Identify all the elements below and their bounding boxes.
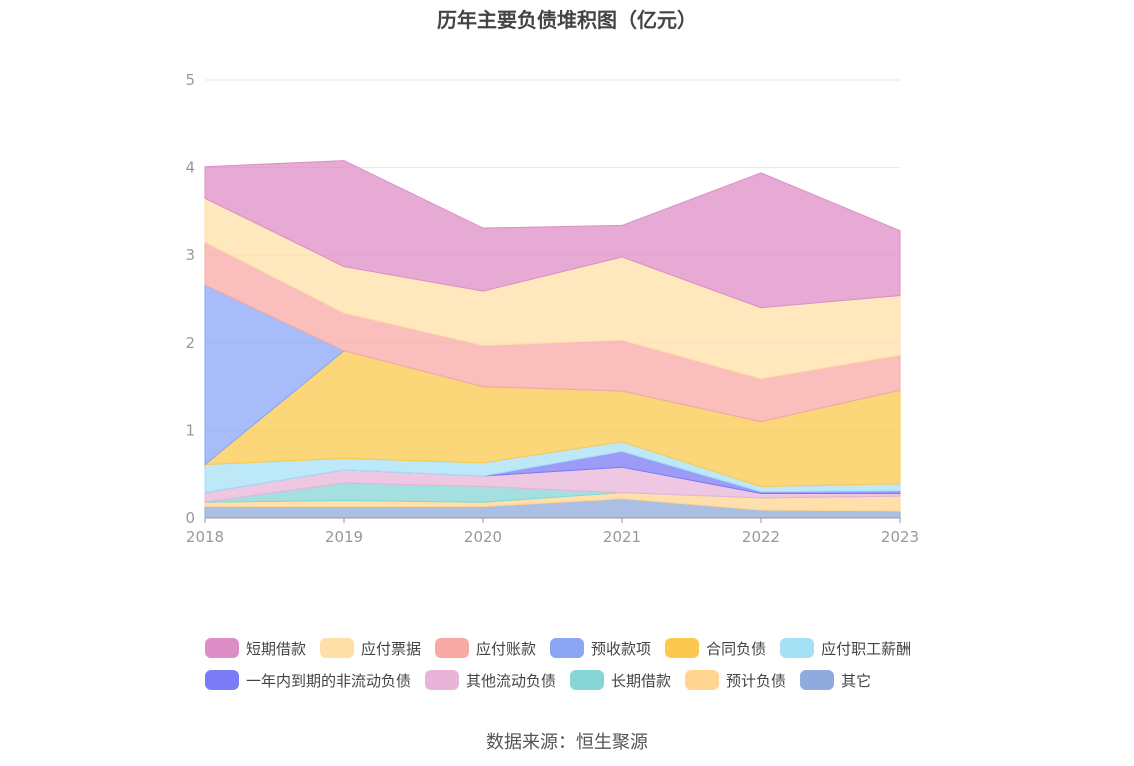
legend-swatch bbox=[800, 670, 835, 690]
x-tick-label: 2022 bbox=[742, 528, 780, 546]
legend-label: 长期借款 bbox=[611, 671, 672, 690]
legend-label: 合同负债 bbox=[706, 639, 767, 658]
legend-label: 应付票据 bbox=[361, 639, 422, 658]
y-tick-label: 5 bbox=[185, 71, 195, 89]
area-series-layer bbox=[203, 160, 901, 519]
source-note: 数据来源：恒生聚源 bbox=[486, 732, 648, 753]
legend-label: 预收款项 bbox=[591, 639, 652, 658]
legend-swatch bbox=[570, 670, 605, 690]
x-tick-label: 2023 bbox=[881, 528, 919, 546]
legend-item[interactable]: 预收款项 bbox=[550, 638, 651, 659]
area-series-短期借款 bbox=[204, 160, 901, 309]
legend-label: 其他流动负债 bbox=[466, 671, 557, 690]
legend-item[interactable]: 合同负债 bbox=[665, 638, 766, 659]
legend-item[interactable]: 短期借款 bbox=[205, 638, 306, 659]
legend-row: 短期借款 应付票据 应付账款 预收款项 合同负债 应付职工薪酬 bbox=[205, 632, 965, 664]
chart-title: 历年主要负债堆积图（亿元） bbox=[437, 8, 697, 32]
legend-swatch bbox=[320, 638, 355, 658]
legend-item[interactable]: 应付职工薪酬 bbox=[780, 638, 911, 659]
x-tick-label: 2021 bbox=[603, 528, 641, 546]
legend: 短期借款 应付票据 应付账款 预收款项 合同负债 应付职工薪酬 一年内到期的非流动负债 其他… bbox=[205, 632, 965, 696]
legend-label: 预计负债 bbox=[726, 671, 787, 690]
legend-item[interactable]: 应付票据 bbox=[320, 638, 421, 659]
legend-item[interactable]: 一年内到期的非流动负债 bbox=[205, 670, 411, 691]
legend-label: 短期借款 bbox=[246, 639, 307, 658]
legend-item[interactable]: 预计负债 bbox=[685, 670, 786, 691]
legend-swatch bbox=[205, 638, 239, 658]
y-tick-label: 0 bbox=[185, 509, 195, 527]
legend-swatch bbox=[205, 670, 239, 690]
legend-label: 应付账款 bbox=[476, 639, 537, 658]
x-tick-label: 2020 bbox=[464, 528, 502, 546]
legend-row: 一年内到期的非流动负债 其他流动负债 长期借款 预计负债 其它 bbox=[205, 664, 965, 696]
x-tick-label: 2018 bbox=[186, 528, 224, 546]
y-tick-label: 1 bbox=[185, 421, 195, 439]
legend-swatch bbox=[685, 670, 720, 690]
legend-swatch bbox=[435, 638, 470, 658]
y-tick-label: 4 bbox=[185, 159, 195, 177]
y-tick-label: 3 bbox=[185, 246, 195, 264]
legend-label: 一年内到期的非流动负债 bbox=[246, 671, 412, 690]
legend-item[interactable]: 长期借款 bbox=[570, 670, 671, 691]
legend-item[interactable]: 其它 bbox=[800, 670, 871, 691]
axis-layer: 0 1 2 3 4 5 2018 2019 2020 2021 2022 2023 bbox=[185, 71, 919, 546]
legend-label: 应付职工薪酬 bbox=[821, 639, 912, 658]
legend-swatch bbox=[550, 638, 585, 658]
legend-swatch bbox=[780, 638, 815, 658]
legend-swatch bbox=[665, 638, 700, 658]
x-tick-label: 2019 bbox=[325, 528, 363, 546]
legend-swatch bbox=[425, 670, 460, 690]
legend-label: 其它 bbox=[841, 671, 872, 690]
y-tick-label: 2 bbox=[185, 334, 195, 352]
legend-item[interactable]: 应付账款 bbox=[435, 638, 536, 659]
legend-item[interactable]: 其他流动负债 bbox=[425, 670, 556, 691]
